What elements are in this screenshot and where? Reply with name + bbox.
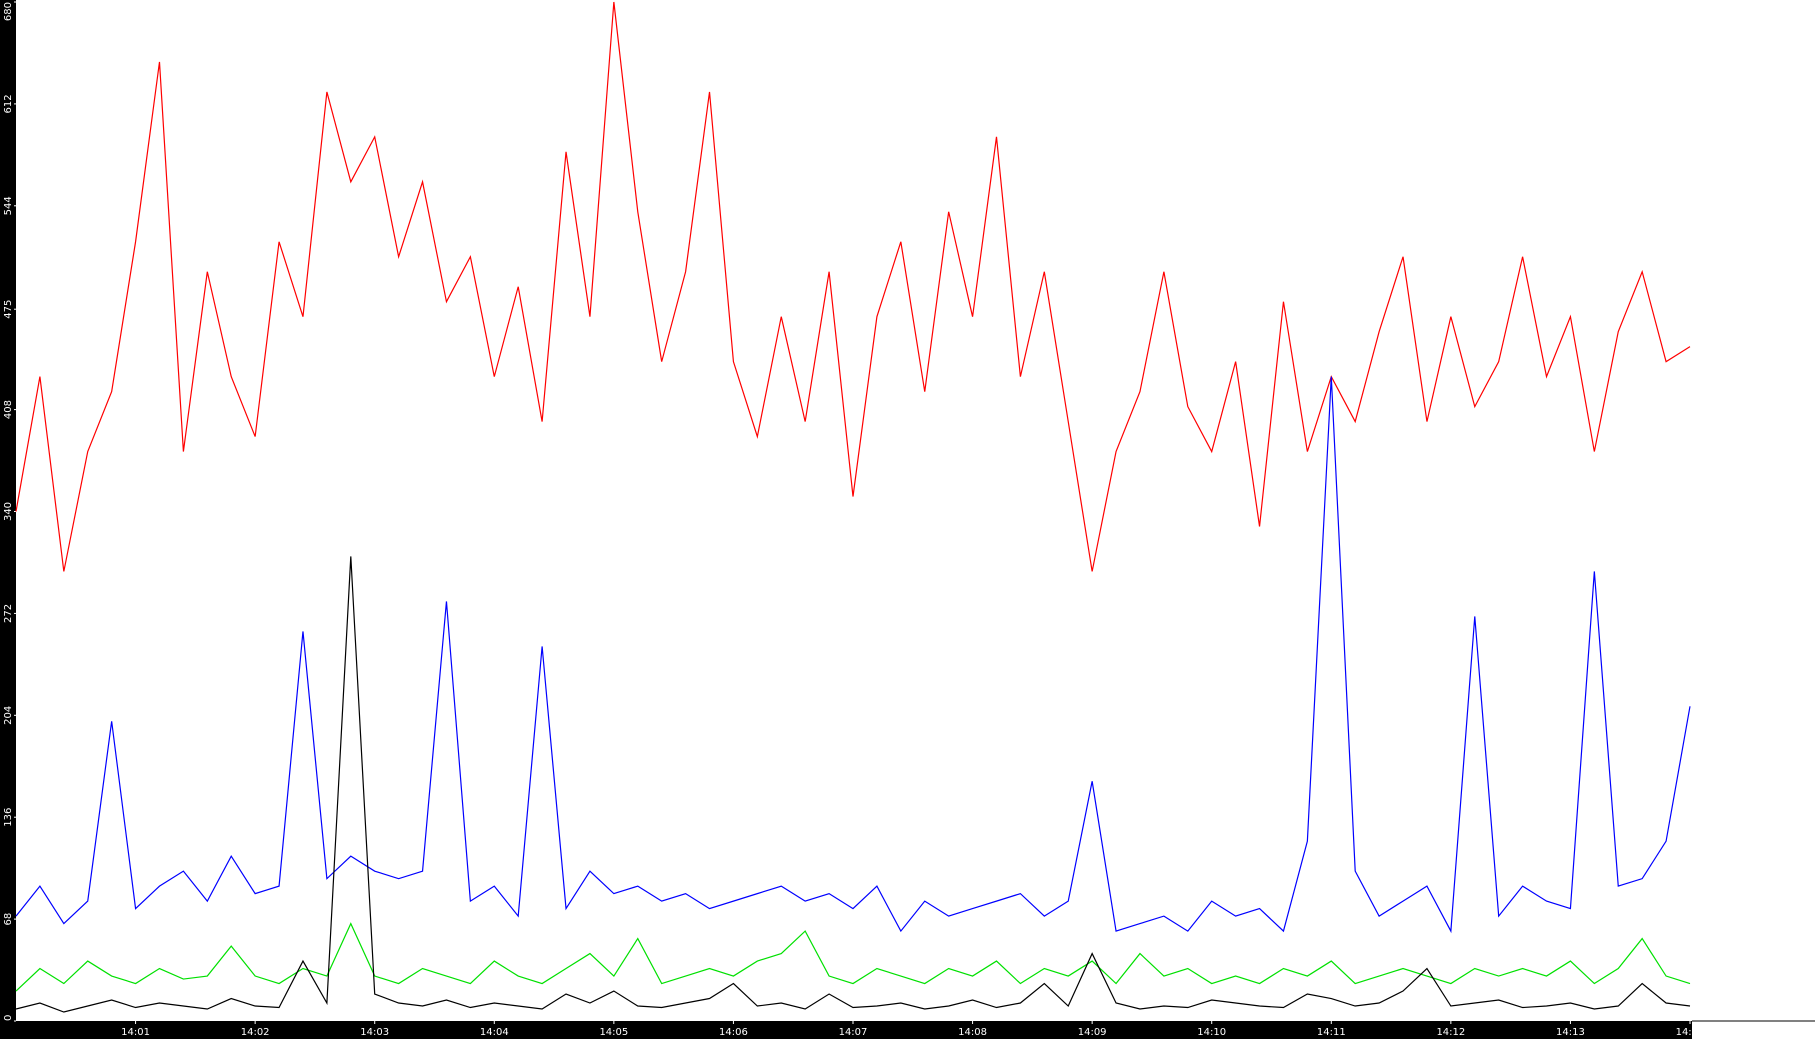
y-tick-label: 68: [3, 913, 14, 926]
x-tick-label: 14:03: [360, 1027, 389, 1038]
x-tick-label: 14:09: [1078, 1027, 1107, 1038]
x-tick-label: 14:14: [1676, 1027, 1705, 1038]
x-tick-label: 14:11: [1317, 1027, 1346, 1038]
y-tick-label: 544: [3, 196, 14, 215]
y-tick-label: 0: [3, 1015, 14, 1021]
y-tick-label: 204: [3, 706, 14, 725]
y-tick-label: 340: [3, 502, 14, 521]
y-axis-strip: [0, 0, 16, 1039]
y-tick-label: 475: [3, 300, 14, 319]
x-tick-label: 14:06: [719, 1027, 748, 1038]
x-tick-label: 14:10: [1197, 1027, 1226, 1038]
x-tick-label: 14:01: [121, 1027, 150, 1038]
x-tick-label: 14:08: [958, 1027, 987, 1038]
y-tick-label: 272: [3, 604, 14, 623]
x-tick-label: 14:13: [1556, 1027, 1585, 1038]
series-line: [15, 922, 1691, 992]
y-tick-label: 408: [3, 400, 14, 419]
x-tick-label: 14:02: [241, 1027, 270, 1038]
series-line: [15, 556, 1691, 1013]
x-tick-label: 14:05: [599, 1027, 628, 1038]
y-tick-label: 612: [3, 94, 14, 113]
x-axis-strip: [0, 1021, 1692, 1039]
x-tick-label: 14:07: [839, 1027, 868, 1038]
series-line: [15, 1, 1691, 572]
series-line: [15, 376, 1691, 934]
x-tick-label: 14:12: [1436, 1027, 1465, 1038]
y-tick-label: 136: [3, 808, 14, 827]
x-tick-label: 14:04: [480, 1027, 509, 1038]
y-tick-label: 680: [3, 2, 14, 21]
